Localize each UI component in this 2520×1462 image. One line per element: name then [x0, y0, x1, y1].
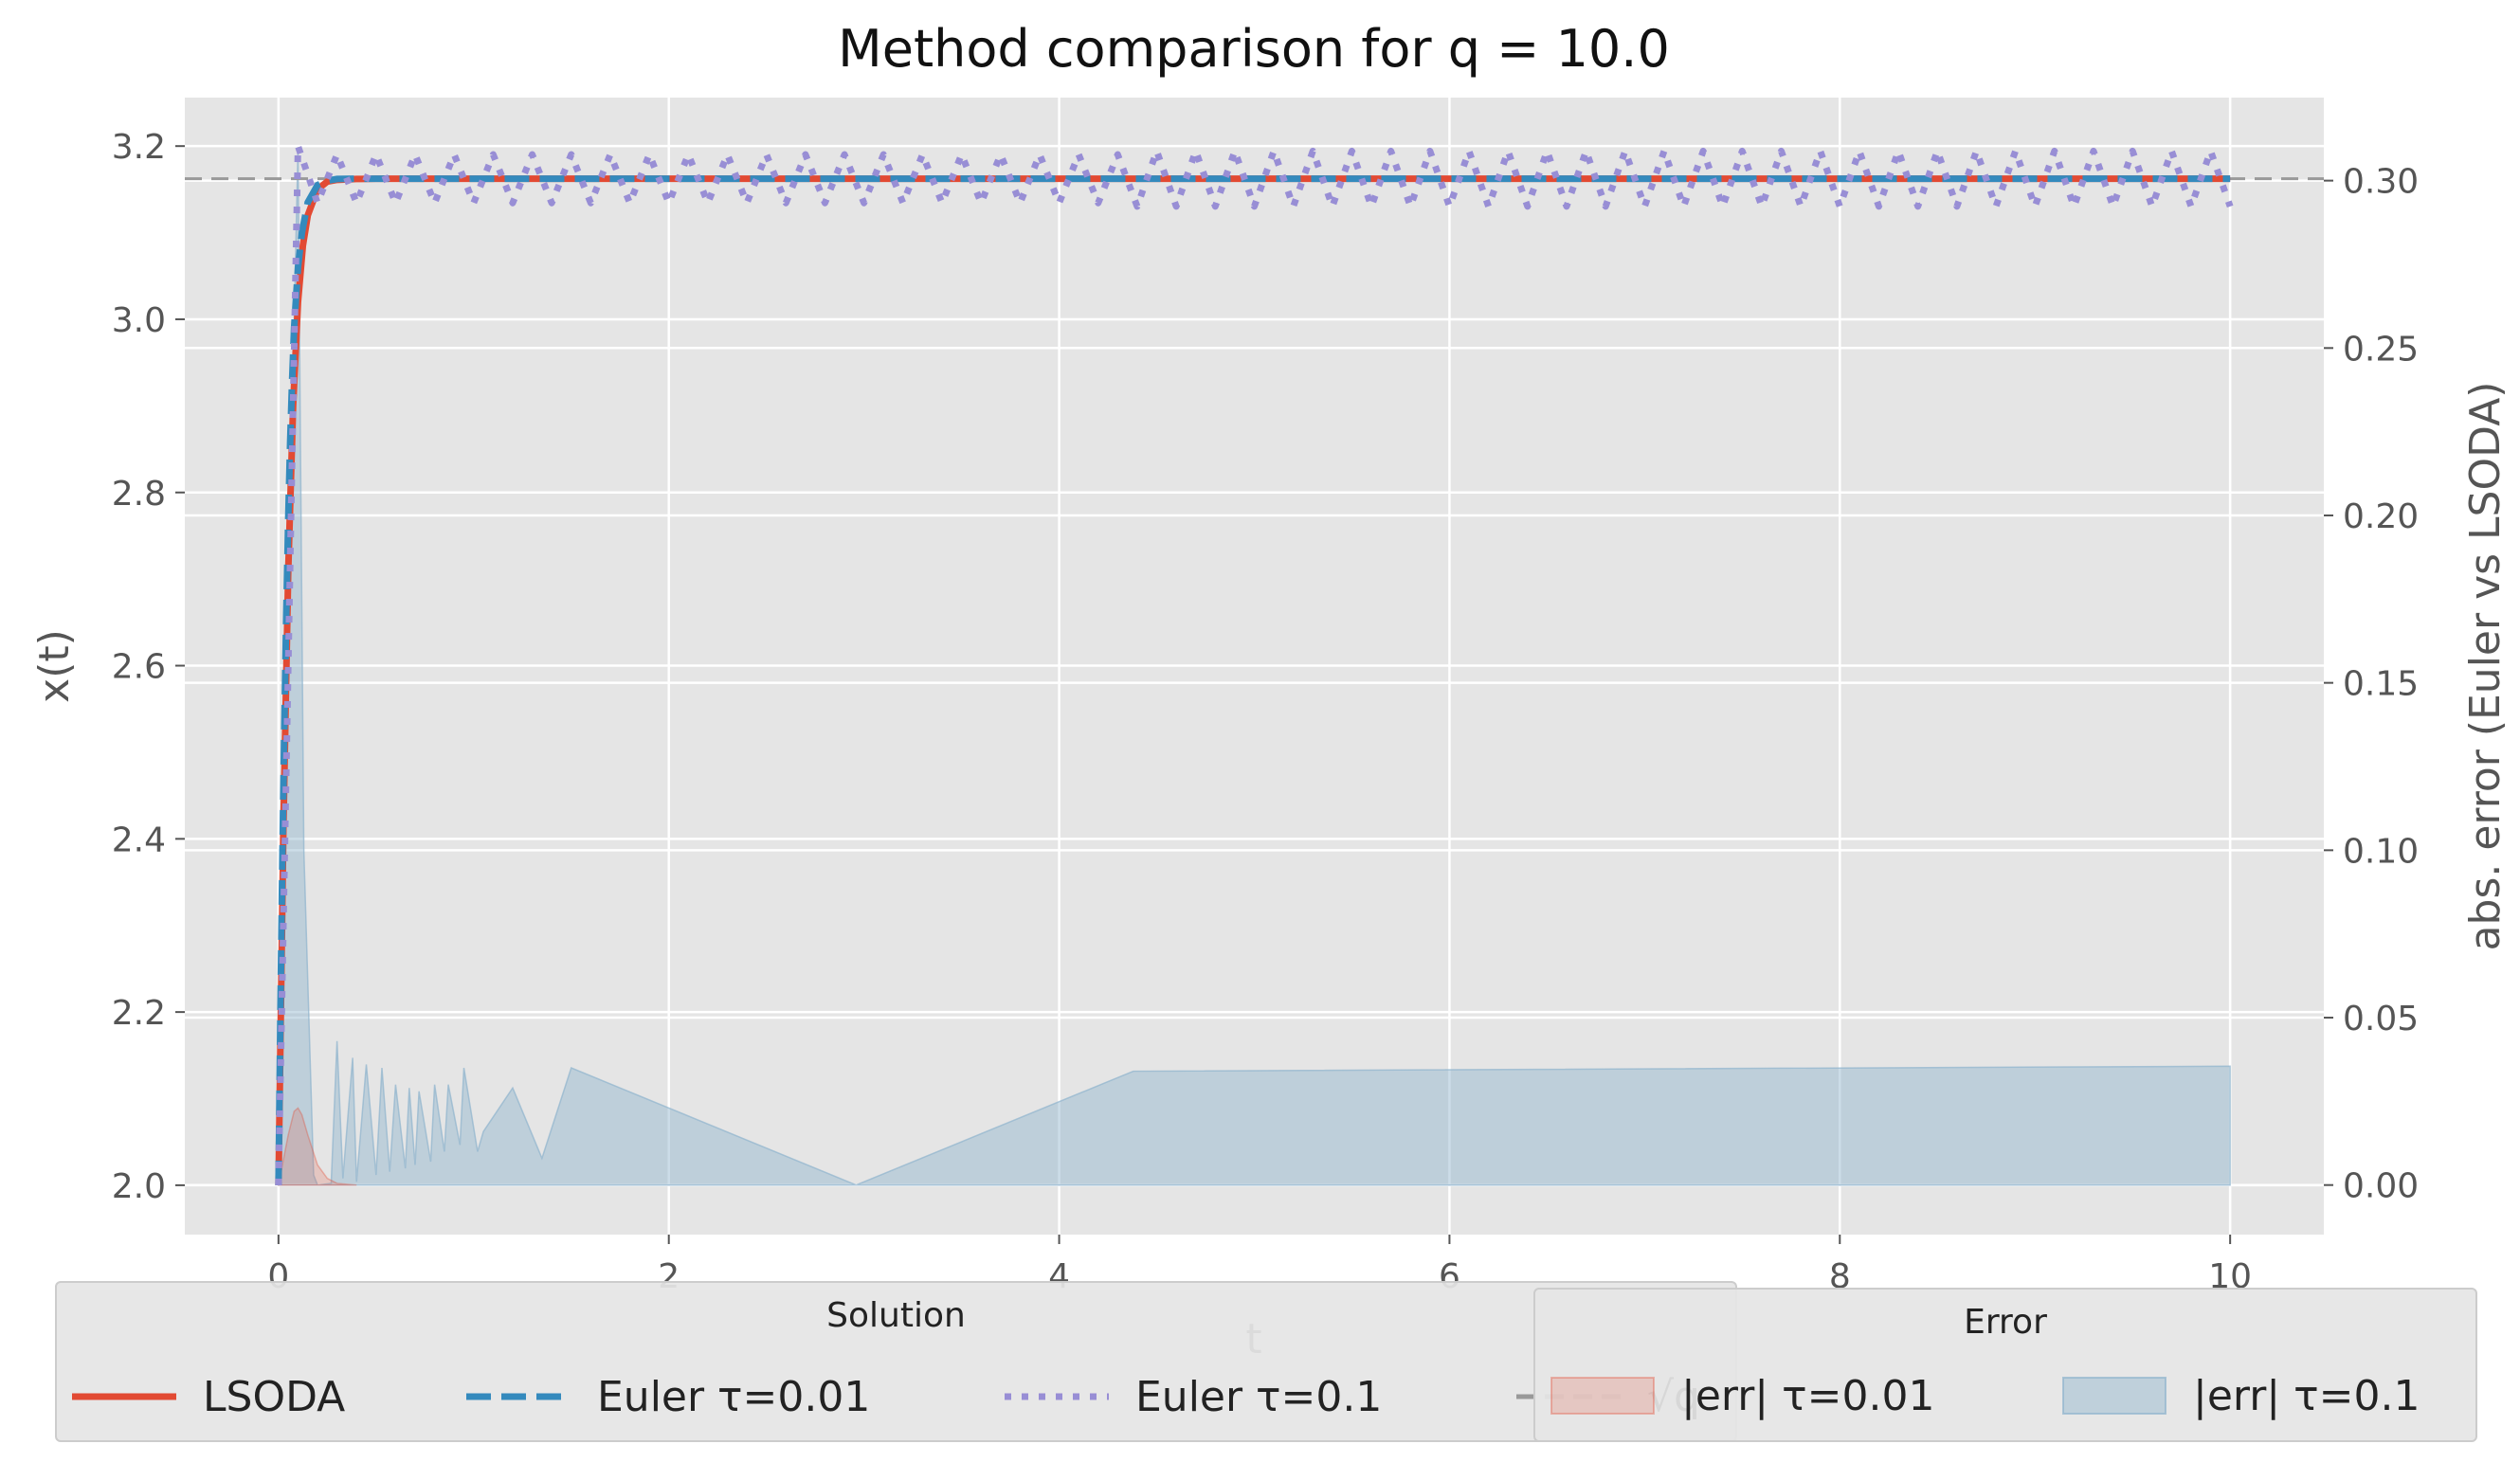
legend-label-lsoda: LSODA [203, 1372, 346, 1421]
y-tick-label: 2.4 [112, 821, 166, 859]
y-tick-label: 2.8 [112, 475, 166, 514]
legend-item-lsoda: LSODA [72, 1368, 345, 1425]
euler-tau-0-1-line [275, 142, 2234, 1185]
legend-swatch-err-01 [2062, 1377, 2166, 1415]
legend-swatch-euler-01 [1005, 1393, 1109, 1400]
legend-swatch-lsoda [72, 1393, 176, 1400]
y2-tick-label: 0.20 [2343, 497, 2419, 536]
legend-label-err-001: |err| τ=0.01 [1681, 1371, 1935, 1420]
y-tick-label: 3.0 [112, 301, 166, 340]
legend-label-euler-01: Euler τ=0.1 [1135, 1372, 1383, 1421]
legend-item-euler-01: Euler τ=0.1 [1005, 1368, 1382, 1425]
legend-swatch-err-001 [1550, 1377, 1655, 1415]
legend-item-euler-001: Euler τ=0.01 [466, 1368, 870, 1425]
y2-tick-label: 0.10 [2343, 832, 2419, 871]
y-tick-label: 2.0 [112, 1167, 166, 1206]
legend-label-euler-001: Euler τ=0.01 [597, 1372, 871, 1421]
y-tick-label: 2.2 [112, 994, 166, 1033]
axes: 0 2 4 6 8 102.02.22.42.62.83.03.20.000.050.10… [112, 128, 2419, 1296]
y2-tick-label: 0.25 [2343, 330, 2419, 369]
error-area-tau-0-1 [278, 147, 2231, 1186]
y2-tick-label: 0.00 [2343, 1167, 2419, 1206]
error-area-tau-0-01 [277, 1107, 357, 1186]
y-tick-label: 3.2 [112, 128, 166, 167]
solution-lines [185, 142, 2324, 1185]
legend-error-title: Error [1964, 1303, 2047, 1342]
legend-solution: Solution LSODA Euler τ=0.01 Euler τ=0.1 … [55, 1281, 1737, 1442]
legend-item-err-01: |err| τ=0.1 [2062, 1367, 2420, 1424]
y2-tick-label: 0.05 [2343, 1000, 2419, 1038]
y-tick-label: 2.6 [112, 648, 166, 687]
x-tick-label: 8 [1829, 1257, 1851, 1296]
legend-solution-title: Solution [826, 1296, 966, 1335]
y2-axis-label: abs. error (Euler vs LSODA) [2461, 382, 2510, 951]
y2-tick-label: 0.30 [2343, 163, 2419, 202]
y-axis-label: x(t) [30, 629, 79, 703]
legend-swatch-euler-001 [466, 1393, 571, 1400]
error-areas [277, 147, 2231, 1186]
legend-item-err-001: |err| τ=0.01 [1550, 1367, 1934, 1424]
chart-title: Method comparison for q = 10.0 [838, 19, 1670, 79]
legend-label-err-01: |err| τ=0.1 [2193, 1371, 2420, 1420]
y2-tick-label: 0.15 [2343, 665, 2419, 704]
legend-error: Error |err| τ=0.01 |err| τ=0.1 [1533, 1288, 2477, 1442]
